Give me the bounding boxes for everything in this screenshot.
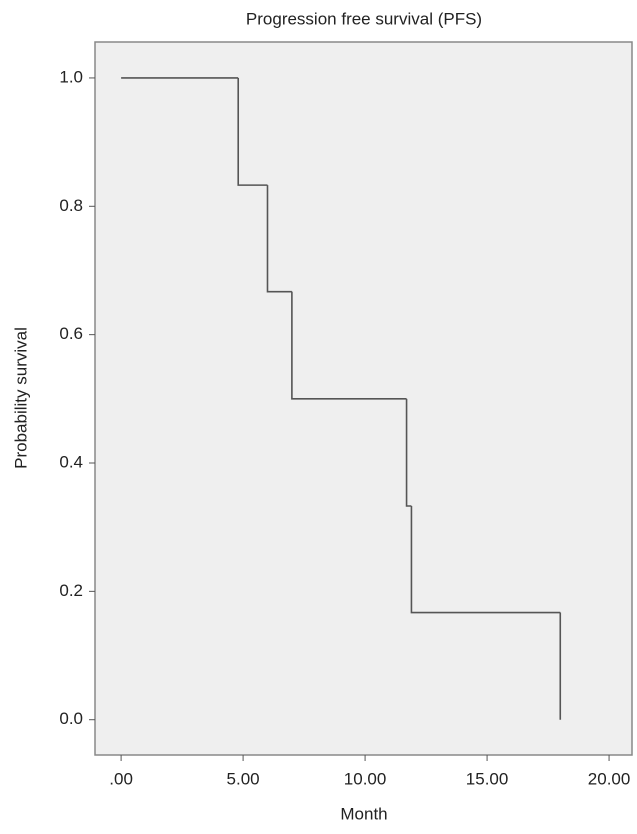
x-tick-label: 5.00	[227, 769, 260, 788]
survival-step	[291, 291, 407, 400]
y-axis-label: Probability survival	[11, 327, 30, 469]
x-tick-label: 15.00	[466, 769, 509, 788]
y-tick-label: 0.8	[59, 196, 83, 215]
survival-step	[405, 398, 412, 507]
y-tick-label: 0.6	[59, 324, 83, 343]
survival-step	[410, 505, 561, 614]
x-tick-label: 10.00	[344, 769, 387, 788]
y-tick-label: 0.4	[59, 452, 83, 471]
x-tick-label: 20.00	[588, 769, 631, 788]
x-tick-label: .00	[109, 769, 133, 788]
y-tick-label: 0.0	[59, 709, 83, 728]
survival-step	[237, 77, 268, 186]
survival-step	[266, 185, 292, 293]
x-axis-label: Month	[340, 804, 387, 823]
y-tick-label: 1.0	[59, 67, 83, 86]
y-tick-label: 0.2	[59, 581, 83, 600]
chart-title: Progression free survival (PFS)	[246, 9, 482, 28]
